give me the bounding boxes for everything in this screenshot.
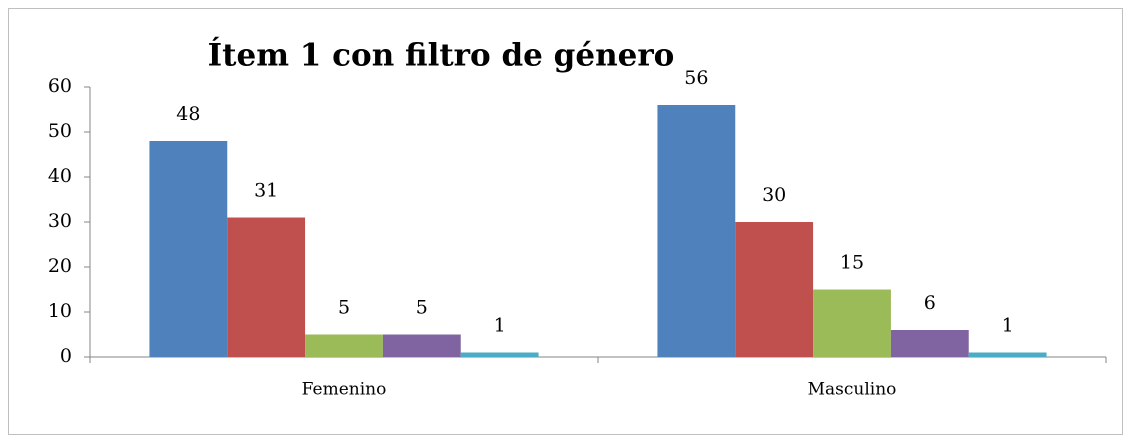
data-label: 15 bbox=[840, 252, 864, 274]
data-label: 5 bbox=[416, 297, 428, 319]
data-label: 56 bbox=[684, 67, 708, 89]
bar bbox=[657, 105, 736, 357]
data-label: 5 bbox=[338, 297, 350, 319]
data-label: 48 bbox=[176, 103, 200, 125]
bar bbox=[460, 352, 539, 357]
bar bbox=[735, 222, 814, 357]
y-tick-label: 40 bbox=[48, 165, 72, 187]
data-label: 1 bbox=[1002, 315, 1014, 337]
bar bbox=[968, 352, 1047, 357]
bar bbox=[149, 141, 228, 357]
x-tick-label: Masculino bbox=[808, 380, 897, 400]
x-tick-label: Femenino bbox=[302, 380, 387, 400]
y-tick-label: 10 bbox=[48, 300, 72, 322]
y-tick-label: 50 bbox=[48, 120, 72, 142]
data-label: 31 bbox=[254, 180, 278, 202]
y-tick-label: 60 bbox=[48, 75, 72, 97]
chart-title: Ítem 1 con filtro de género bbox=[208, 36, 675, 74]
data-label: 6 bbox=[924, 292, 936, 314]
bar bbox=[382, 334, 461, 357]
bar bbox=[813, 289, 891, 357]
y-tick-label: 30 bbox=[48, 210, 72, 232]
bar bbox=[890, 330, 969, 357]
y-tick-label: 20 bbox=[48, 255, 72, 277]
bar bbox=[305, 334, 383, 357]
data-label: 30 bbox=[762, 184, 786, 206]
data-label: 1 bbox=[494, 315, 506, 337]
y-tick-label: 0 bbox=[60, 345, 72, 367]
bar bbox=[227, 217, 306, 357]
